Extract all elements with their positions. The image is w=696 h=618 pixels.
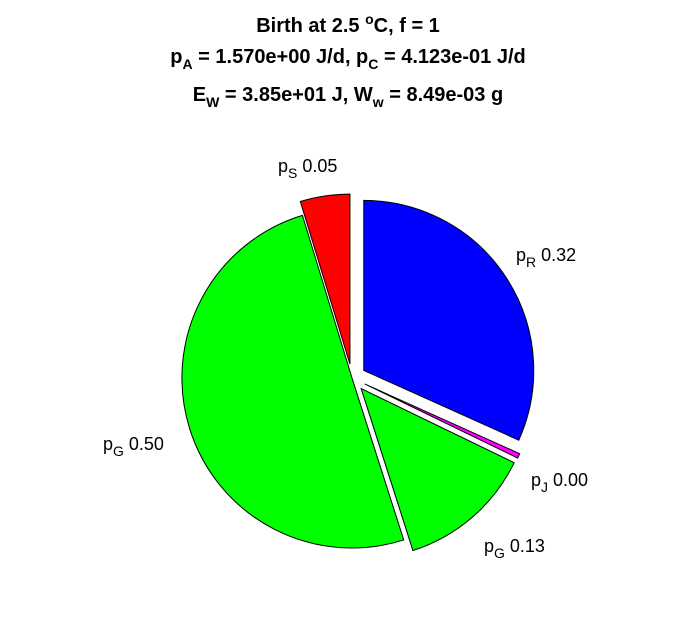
title-line-3-part-5: = 8.49e-03 g [384,84,504,106]
title-line-1-part-3: C, f = 1 [374,15,440,37]
slice-label-pg-4: pG 0.50 [103,434,164,459]
slice-label-value: 0.13 [505,536,545,556]
slice-label-name: p [531,470,541,490]
title-line-1: Birth at 2.5 o​C, f = 1 [256,11,440,37]
slice-label-pj-2: pJ 0.00 [531,470,588,495]
slice-label-pg-3: pG 0.13 [484,536,545,561]
slice-label-name: p [516,245,526,265]
title-line-3: EW​ = 3.85e+01 J, Ww​ = 8.49e-03 g [193,84,503,110]
slice-label-subscript: G [113,443,124,459]
title-line-1-part-2: o [365,11,374,27]
title-line-2-part-3: = 1.570e+00 J/d, p [193,46,369,68]
slice-label-subscript: S [288,165,297,181]
slice-label-ps-5: pS 0.05 [278,156,337,181]
pie-slice-ps-5 [299,193,351,365]
slice-label-name: p [278,156,288,176]
slice-label-value: 0.32 [536,245,576,265]
pie-slice-pr-1 [363,199,535,441]
slice-label-subscript: G [494,545,505,561]
title-line-3-part-2: W [206,94,220,110]
pie-slices [181,193,535,552]
title-line-2-part-5: = 4.123e-01 J/d [378,46,525,68]
title-line-3-part-3: = 3.85e+01 J, W [219,84,373,106]
title-line-2: pA​ = 1.570e+00 J/d, pC​ = 4.123e-01 J/d [170,46,525,72]
title-line-3-part-4: w [372,94,384,110]
title-line-2-part-1: p [170,46,182,68]
chart-title: Birth at 2.5 o​C, f = 1pA​ = 1.570e+00 J… [170,11,525,110]
title-line-2-part-4: C [368,56,378,72]
title-line-2-part-2: A [182,56,192,72]
slice-label-name: p [103,434,113,454]
title-line-1-part-1: Birth at 2.5 [256,15,365,37]
title-line-3-part-1: E [193,84,206,106]
slice-label-subscript: J [541,479,548,495]
slice-label-pr-1: pR 0.32 [516,245,576,270]
pie-slice-pg-3 [360,387,515,552]
slice-label-value: 0.05 [297,156,337,176]
slice-label-value: 0.00 [548,470,588,490]
slice-label-value: 0.50 [124,434,164,454]
pie-slice-pg-4 [181,214,405,549]
slice-label-subscript: R [526,254,536,270]
pie-slice-pj-2 [364,383,521,459]
slice-label-name: p [484,536,494,556]
